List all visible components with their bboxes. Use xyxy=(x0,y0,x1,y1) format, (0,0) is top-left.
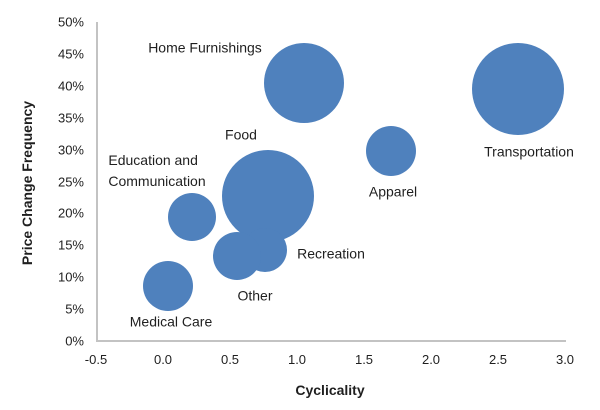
x-tick-label: 3.0 xyxy=(555,352,575,367)
y-tick-label: 50% xyxy=(57,14,84,30)
y-tick-label: 15% xyxy=(57,237,84,253)
bubble-label-education-and-communication: Education and Communication xyxy=(108,152,206,189)
x-tick-label: -0.5 xyxy=(84,352,108,367)
bubble-label-medical-care: Medical Care xyxy=(129,313,213,330)
y-tick-label: 0% xyxy=(65,333,84,349)
y-axis-line xyxy=(96,22,98,341)
x-tick-label: 1.0 xyxy=(287,352,307,367)
bubble-food xyxy=(221,150,314,243)
y-tick-label: 10% xyxy=(57,269,84,285)
bubble-label-other: Other xyxy=(237,287,273,304)
y-tick-label: 40% xyxy=(57,78,84,94)
bubble-medical-care xyxy=(143,261,194,312)
x-tick-label: 1.5 xyxy=(354,352,374,367)
bubble-label-recreation: Recreation xyxy=(297,245,365,262)
y-tick-label: 30% xyxy=(57,142,84,158)
bubble-label-food: Food xyxy=(225,126,257,143)
y-axis-title: Price Change Frequency xyxy=(19,100,35,266)
bubble-education-and-communication xyxy=(168,193,217,242)
bubble-label-apparel: Apparel xyxy=(368,183,418,200)
bubble-home-furnishings xyxy=(263,42,344,123)
bubble-apparel xyxy=(365,125,416,176)
x-tick-label: 0.5 xyxy=(220,352,240,367)
y-tick-label: 5% xyxy=(65,301,84,317)
bubble-label-transportation: Transportation xyxy=(484,143,574,160)
x-tick-label: 2.0 xyxy=(421,352,441,367)
bubble-label-home-furnishings: Home Furnishings xyxy=(148,39,262,56)
y-tick-label: 35% xyxy=(57,110,84,126)
y-tick-label: 45% xyxy=(57,46,84,62)
bubble-transportation xyxy=(472,42,565,135)
x-tick-label: 2.5 xyxy=(488,352,508,367)
x-tick-label: 0.0 xyxy=(153,352,173,367)
x-axis-title: Cyclicality xyxy=(295,382,365,398)
y-tick-label: 20% xyxy=(57,205,84,221)
x-axis-line xyxy=(96,340,566,342)
y-tick-label: 25% xyxy=(57,174,84,189)
bubble-other xyxy=(212,232,261,281)
